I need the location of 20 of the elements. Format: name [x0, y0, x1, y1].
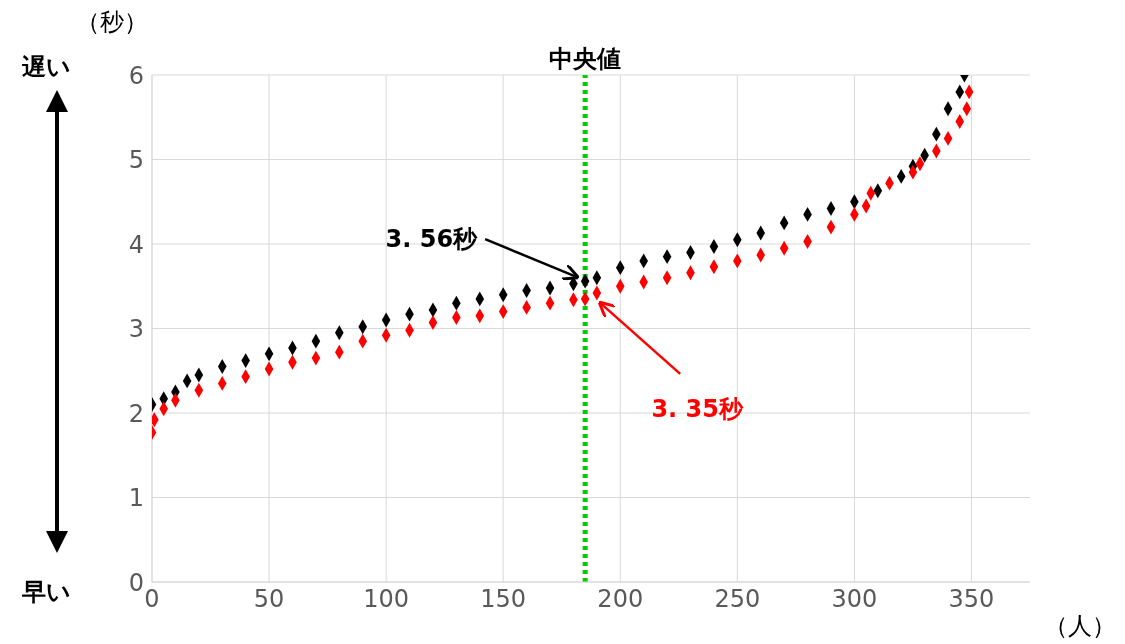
x-tick-label: 100	[363, 585, 410, 614]
y-axis-title: （秒）	[76, 8, 148, 36]
y-tick-label: 5	[128, 146, 144, 175]
y-tick-label: 6	[128, 61, 144, 90]
x-tick-label: 150	[480, 585, 527, 614]
x-tick-label: 300	[831, 585, 878, 614]
x-tick-label: 350	[948, 585, 995, 614]
annotation: 3. 35秒	[651, 394, 744, 423]
x-tick-label: 250	[714, 585, 761, 614]
y-tick-label: 1	[128, 484, 144, 513]
x-axis-title: （人）	[1044, 612, 1116, 640]
x-tick-label: 200	[597, 585, 644, 614]
ref-line-label: 中央値	[549, 45, 622, 73]
annotation: 3. 56秒	[385, 225, 479, 254]
y-tick-label: 4	[128, 230, 144, 259]
y-tick-label: 2	[128, 399, 144, 428]
text: 遅い	[20, 53, 71, 81]
x-tick-label: 50	[253, 585, 285, 614]
y-tick-label: 3	[128, 315, 144, 344]
text: 早い	[20, 578, 71, 606]
